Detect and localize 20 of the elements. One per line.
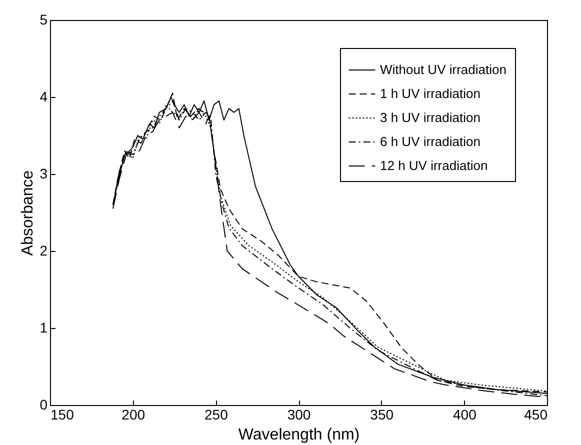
- x-tick-label: 400: [452, 406, 477, 422]
- x-tick-label: 150: [50, 406, 74, 422]
- y-tick-label: 3: [40, 166, 48, 182]
- x-tick-label: 350: [370, 406, 394, 422]
- legend-label: 6 h UV irradiation: [380, 134, 480, 149]
- y-axis-title: Absorbance: [20, 170, 37, 256]
- y-tick-label: 2: [40, 242, 48, 258]
- y-tick-label: 5: [40, 12, 48, 28]
- legend-label: 12 h UV irradiation: [380, 158, 488, 173]
- y-tick-label: 1: [40, 320, 48, 336]
- legend-label: 1 h UV irradiation: [380, 86, 480, 101]
- legend-label: Without UV irradiation: [380, 62, 506, 77]
- x-tick-label: 200: [122, 406, 146, 422]
- x-tick-label: 250: [204, 406, 228, 422]
- y-tick-label: 4: [40, 88, 48, 104]
- x-tick-label: 300: [287, 406, 311, 422]
- legend-label: 3 h UV irradiation: [380, 110, 480, 125]
- x-axis-title: Wavelength (nm): [238, 426, 360, 444]
- y-tick-label: 0: [40, 396, 48, 412]
- x-tick-label: 450: [524, 406, 548, 422]
